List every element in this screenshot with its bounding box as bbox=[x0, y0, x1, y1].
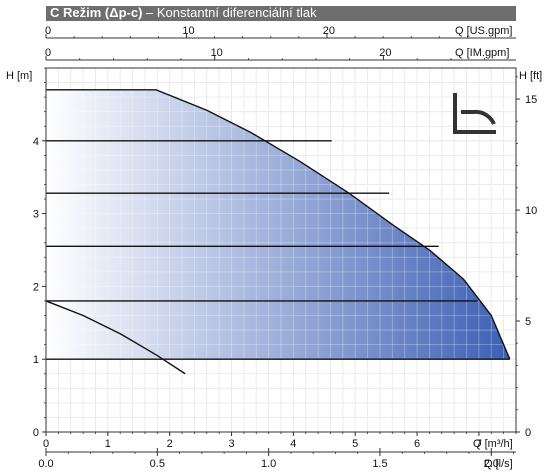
chart-header-bar bbox=[46, 6, 516, 21]
x-bottom-tick-label: 0 bbox=[43, 438, 49, 450]
performance-envelope-area bbox=[46, 89, 510, 360]
x-bottom-tick-label: 7 bbox=[476, 438, 482, 450]
icon-curve bbox=[461, 109, 496, 125]
x-bottom-tick-label: 3 bbox=[228, 438, 234, 450]
x-bottom-tick-label: 5 bbox=[352, 438, 358, 450]
minimum-curve bbox=[45, 300, 186, 375]
x-bottom-secondary-tick-label: 0.5 bbox=[150, 458, 165, 470]
x-top-us-tick-label: 10 bbox=[182, 25, 194, 37]
y-right-axis-label: H [ft] bbox=[519, 70, 542, 82]
axes: 0 1 2 3 4 H [m] 0 5 10 15 H [ft] 0 1 2 3 4 5 6 7Q [m³/h] 0.… bbox=[6, 25, 542, 470]
x-top-im-tick-label: 20 bbox=[379, 47, 391, 59]
y-left-axis-label: H [m] bbox=[6, 70, 32, 82]
x-top-im-axis-label: Q [IM.gpm] bbox=[455, 47, 509, 59]
chart-title-mode: C Režim (Δp-c) bbox=[50, 5, 143, 20]
x-bottom-secondary-tick-label: 1.0 bbox=[261, 458, 276, 470]
x-bottom-tick-label: 2 bbox=[167, 438, 173, 450]
y-left-tick-label: 0 bbox=[33, 427, 39, 439]
x-bottom-tick-label: 6 bbox=[414, 438, 420, 450]
x-top-im-tick-label: 0 bbox=[45, 47, 51, 59]
x-bottom-axis-label: Q [m³/h] bbox=[473, 438, 513, 450]
y-right-tick-label: 5 bbox=[525, 316, 531, 328]
y-left-tick-label: 2 bbox=[33, 281, 39, 293]
x-bottom-secondary-tick-label: 0.0 bbox=[38, 458, 53, 470]
x-top-us-axis-label: Q [US.gpm] bbox=[455, 25, 512, 37]
curves bbox=[45, 89, 511, 375]
chart-title-description: – Konstantní diferenciální tlak bbox=[142, 5, 317, 20]
x-top-us-tick-label: 20 bbox=[323, 25, 335, 37]
x-bottom-secondary-tick-label: 1.5 bbox=[372, 458, 387, 470]
y-left-tick-label: 3 bbox=[33, 209, 39, 221]
y-right-tick-label: 0 bbox=[525, 427, 531, 439]
constant-pressure-mode-icon bbox=[453, 93, 496, 134]
y-left-tick-label: 1 bbox=[33, 354, 39, 366]
x-bottom-tick-label: 1 bbox=[105, 438, 111, 450]
icon-axes bbox=[453, 93, 496, 134]
y-right-tick-label: 15 bbox=[525, 94, 537, 106]
y-left-tick-label: 4 bbox=[33, 136, 39, 148]
x-bottom-secondary-tick-label: 2.0 bbox=[484, 458, 499, 470]
x-top-us-tick-label: 0 bbox=[45, 25, 51, 37]
x-bottom-tick-label: 4 bbox=[290, 438, 296, 450]
chart-title: C Režim (Δp-c) – Konstantní diferenciáln… bbox=[50, 5, 317, 21]
x-bottom-secondary-axis-label: Q [l/s] bbox=[484, 458, 513, 470]
x-top-im-tick-label: 10 bbox=[211, 47, 223, 59]
y-right-tick-label: 10 bbox=[525, 205, 537, 217]
